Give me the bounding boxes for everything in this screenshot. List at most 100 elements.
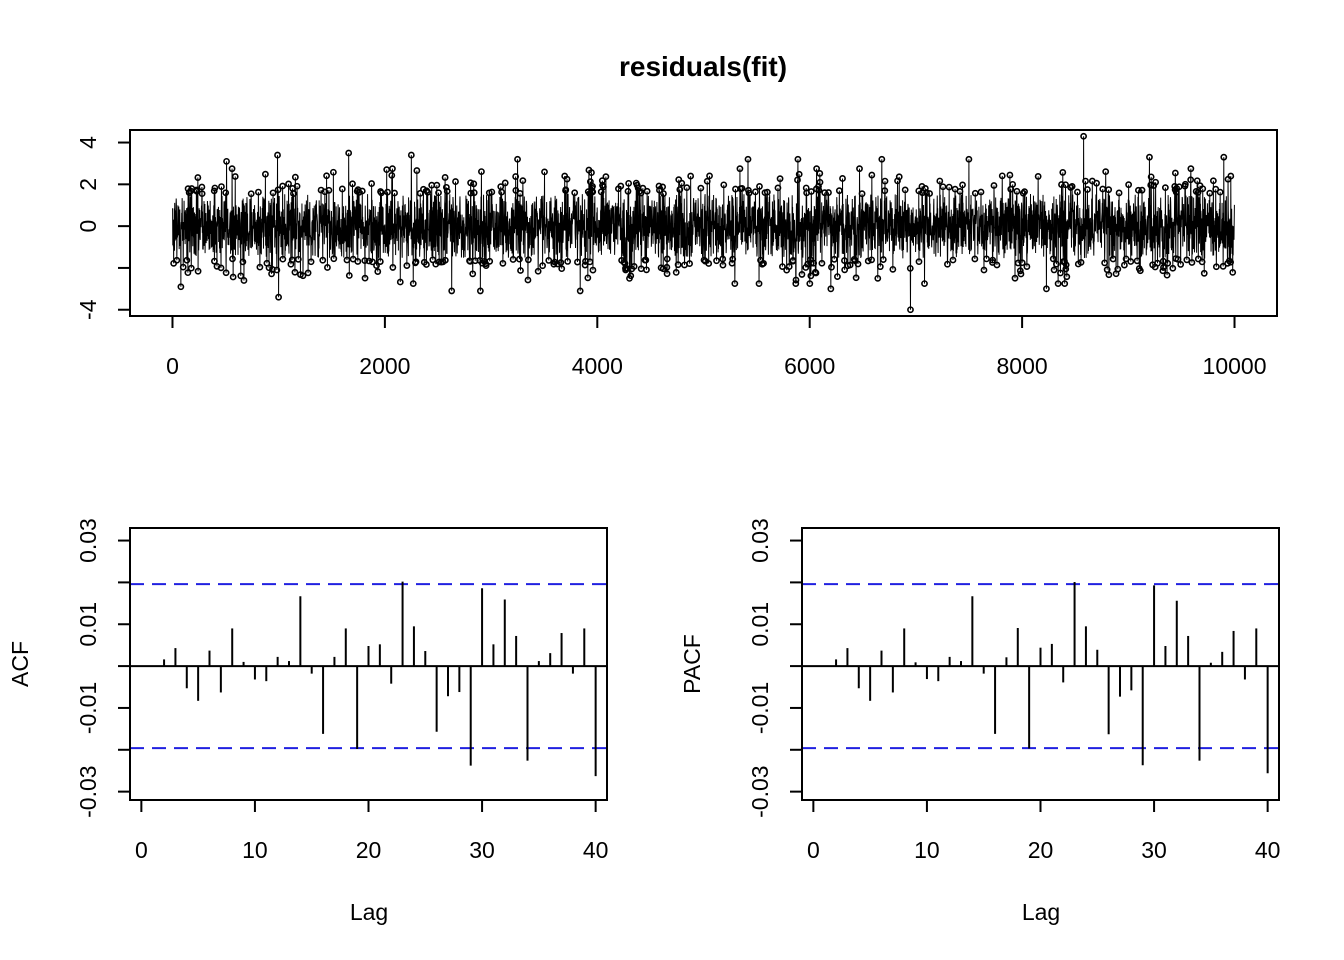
residual-point [429,256,437,264]
residual-point [874,274,882,282]
acf-y-tick-label: 0.01 [75,602,101,647]
residual-point [965,155,973,163]
residual-point [273,266,281,274]
residual-point [1077,258,1085,266]
residual-point [211,257,218,265]
residual-point [222,269,230,277]
residual-point [599,183,607,191]
acf-bars [130,581,607,777]
residual-point [825,189,832,196]
residual-point [949,256,957,264]
residual-point [194,174,202,181]
residual-point [779,263,786,270]
residual-point [330,255,338,263]
residual-point [1021,188,1028,196]
residual-point [299,272,307,280]
residual-point [789,257,797,264]
residual-point [672,268,680,276]
residual-point [222,189,230,197]
residual-point [563,175,571,183]
residual-point [1063,273,1071,281]
residual-point [467,189,475,197]
residual-point [554,260,561,268]
residual-point [448,287,456,295]
residual-point [906,264,914,272]
residual-point [971,255,979,263]
residual-point [1219,262,1227,270]
residual-point [1057,269,1064,277]
residual-point [1014,259,1022,267]
residual-point [488,188,496,196]
residual-point [830,255,838,263]
residual-point [198,190,206,198]
residual-point [1034,173,1042,180]
residual-point [774,184,782,192]
residual-point [813,165,821,173]
residual-point [812,269,820,277]
residual-point [1193,177,1201,185]
residual-point [229,255,236,263]
x-tick-label: 4000 [572,353,623,379]
residual-point [1199,185,1207,193]
residual-point [1011,274,1019,282]
residual-point [539,262,546,270]
residual-point [643,187,651,195]
residual-point [835,187,843,195]
residuals-series [170,132,1237,314]
residual-point [720,181,728,189]
residual-point [738,184,746,192]
residual-point [719,261,727,269]
residual-point [703,177,711,185]
residual-point [798,271,806,278]
residual-point [676,186,684,193]
residual-point [541,168,548,176]
residual-point [1125,181,1133,189]
residual-point [412,258,420,266]
residual-point [409,280,417,288]
pacf-y-tick-label: 0.01 [747,602,773,647]
residual-point [589,188,597,196]
residual-point [574,258,581,266]
residual-point [815,186,823,194]
residual-point [265,264,273,272]
residual-point [659,183,667,191]
residual-point [990,182,998,189]
residual-point [1206,189,1214,197]
residual-point [828,263,835,271]
residual-point [1136,267,1144,275]
residual-point [210,187,218,195]
residual-point [269,189,277,197]
residual-point [324,264,331,271]
residual-point [921,280,928,288]
residual-point [878,155,886,163]
residual-point [1018,259,1026,267]
residual-point [846,261,854,269]
residual-point [388,171,396,179]
residual-point [1133,257,1141,265]
residual-point [1154,259,1161,267]
residual-point [697,184,705,192]
residuals-panel: residuals(fit) 0 2000 4000 6000 8000 10000 -4… [75,51,1278,379]
residual-point [581,261,589,269]
residual-point [416,189,424,197]
residual-point [864,257,872,265]
residual-point [807,188,815,195]
residual-point [705,260,713,267]
residual-point [365,257,373,265]
residual-point [1049,255,1057,263]
residual-point [858,190,866,198]
acf-x-tick-label: 20 [356,837,382,863]
residual-point [469,270,477,278]
acf-x-tick-label: 30 [469,837,495,863]
residual-point [218,183,225,190]
residual-point [452,178,459,185]
y-axis: -4 0 2 4 [75,136,131,320]
residual-point [868,256,876,264]
residual-point [907,306,914,314]
residual-point [1080,132,1087,140]
residual-point [1209,177,1217,185]
acf-y-axis-label: ACF [7,641,33,687]
residual-point [841,257,848,264]
residual-point [663,263,671,271]
residual-point [660,190,667,197]
